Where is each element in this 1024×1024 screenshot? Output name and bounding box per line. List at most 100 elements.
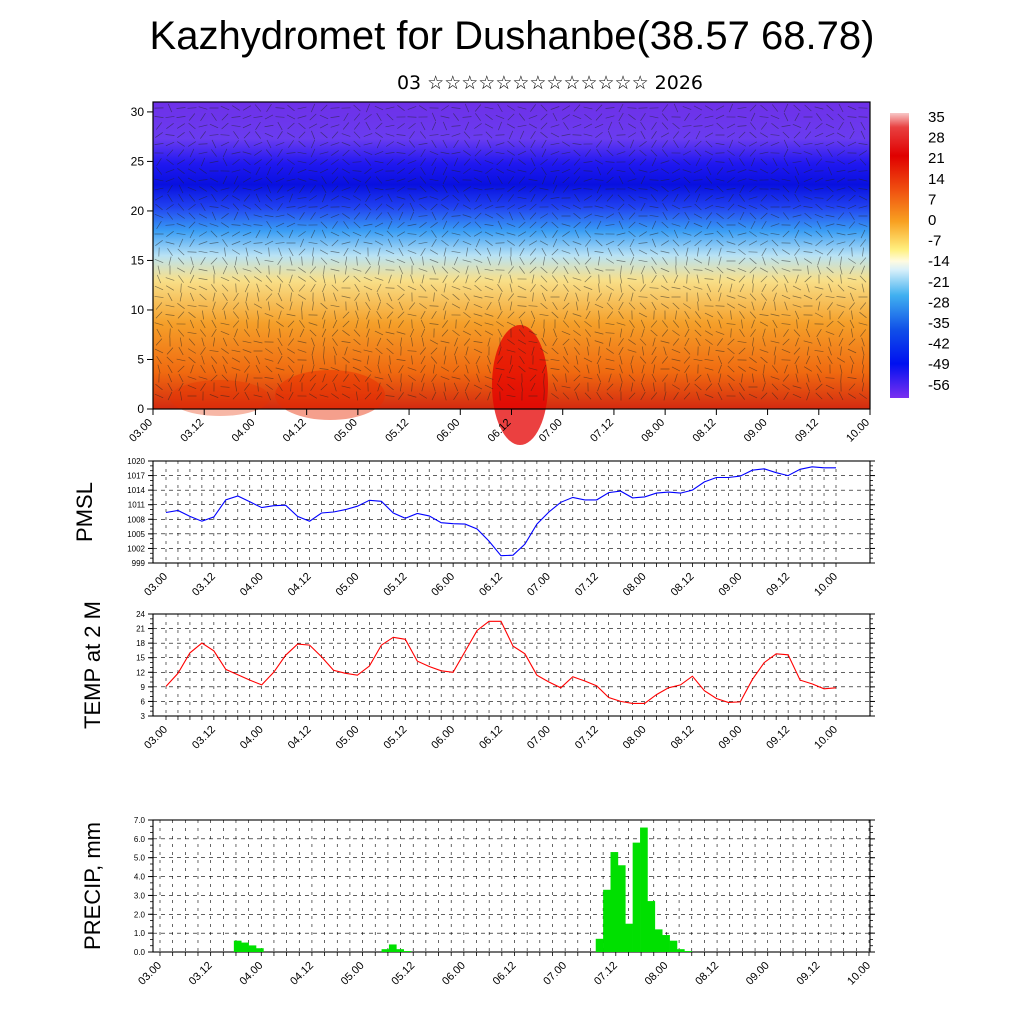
wind-barb [441, 195, 449, 201]
wind-barb [671, 186, 681, 192]
wind-barb [179, 292, 183, 302]
wind-barb [519, 266, 525, 274]
wind-barb [484, 160, 494, 164]
wind-barb [232, 320, 240, 328]
wind-barb [366, 103, 370, 113]
colorbar-label: -28 [928, 294, 950, 311]
wind-barb [640, 122, 646, 130]
wind-barb [484, 231, 494, 237]
wind-barb [265, 348, 273, 354]
wind-barb [200, 364, 206, 374]
wind-barb [266, 184, 272, 194]
wind-barb [770, 114, 780, 120]
panel-frame [152, 819, 871, 953]
wind-barb [187, 186, 197, 192]
wind-barb [473, 348, 483, 354]
precip-bar [625, 923, 633, 952]
wind-barb [486, 301, 492, 311]
wind-barb [606, 348, 614, 354]
wind-barb [377, 301, 381, 311]
wind-barb [684, 328, 690, 338]
wind-barb [155, 302, 163, 310]
wind-barb [573, 212, 581, 220]
wind-barb [341, 196, 351, 200]
wind-barb [837, 284, 845, 292]
wind-barb [322, 373, 326, 383]
wind-barb [156, 328, 162, 338]
wind-barb [726, 268, 736, 272]
wind-barb [771, 275, 779, 283]
wind-barb [363, 276, 373, 282]
wind-barb [189, 319, 195, 329]
wind-barb [178, 382, 184, 392]
wind-barb [628, 194, 636, 202]
wind-barb [364, 176, 372, 184]
wind-barb [858, 223, 868, 227]
wind-barb [407, 313, 417, 317]
wind-barb [551, 374, 559, 382]
wind-barb [452, 194, 460, 202]
wind-barb [200, 319, 206, 329]
wind-barb [770, 213, 780, 219]
x-tick-label: 10.00 [845, 960, 873, 988]
wind-barb [497, 194, 503, 202]
wind-barb [176, 267, 186, 273]
wind-barb [407, 367, 417, 371]
wind-barb [264, 358, 274, 362]
wind-barb [814, 132, 824, 138]
wind-barb [377, 247, 381, 257]
wind-barb [264, 114, 274, 120]
wind-barb [605, 285, 615, 291]
wind-barb [154, 187, 164, 191]
wind-barb [770, 178, 780, 182]
wind-barb [177, 248, 185, 256]
wind-barb [553, 328, 557, 338]
wind-barb [639, 231, 647, 237]
wind-barb [265, 149, 273, 157]
wind-barb [760, 122, 768, 130]
wind-barb [727, 338, 735, 346]
wind-barb [463, 131, 471, 139]
wind-barb [836, 177, 846, 183]
wind-barb [221, 122, 229, 130]
wind-barb [704, 358, 714, 362]
wind-barb [355, 301, 359, 311]
wind-barb [859, 150, 867, 156]
wind-barb [177, 365, 185, 373]
wind-barb [407, 250, 417, 254]
wind-barb [660, 295, 670, 299]
wind-barb [199, 293, 207, 301]
wind-barb [539, 213, 549, 219]
wind-barb [198, 195, 208, 201]
wind-barb [409, 131, 415, 139]
wind-barb [198, 106, 208, 110]
wind-barb [442, 274, 448, 284]
wind-barb [551, 347, 559, 355]
wind-barb [419, 284, 427, 292]
wind-barb [858, 143, 868, 145]
wind-barb [529, 149, 537, 157]
wind-barb [190, 364, 194, 374]
wind-barb [177, 329, 185, 337]
wind-barb [750, 220, 756, 230]
wind-barb [584, 221, 592, 229]
wind-barb [752, 373, 754, 383]
wind-barb [154, 143, 164, 145]
wind-barb [276, 321, 284, 327]
wind-barb [848, 221, 856, 229]
wind-barb [242, 105, 252, 111]
wind-barb [849, 355, 855, 365]
wind-barb [188, 311, 196, 319]
wind-barb [583, 188, 593, 190]
wind-barb [498, 373, 502, 383]
wind-barb [616, 322, 626, 326]
wind-barb [364, 392, 372, 400]
wind-barb [793, 329, 801, 337]
wind-barb [244, 329, 250, 337]
series-line [165, 620, 837, 704]
wind-barb [760, 212, 768, 220]
wind-barb [277, 355, 283, 365]
wind-barb [561, 105, 571, 111]
wind-barb [617, 203, 625, 211]
